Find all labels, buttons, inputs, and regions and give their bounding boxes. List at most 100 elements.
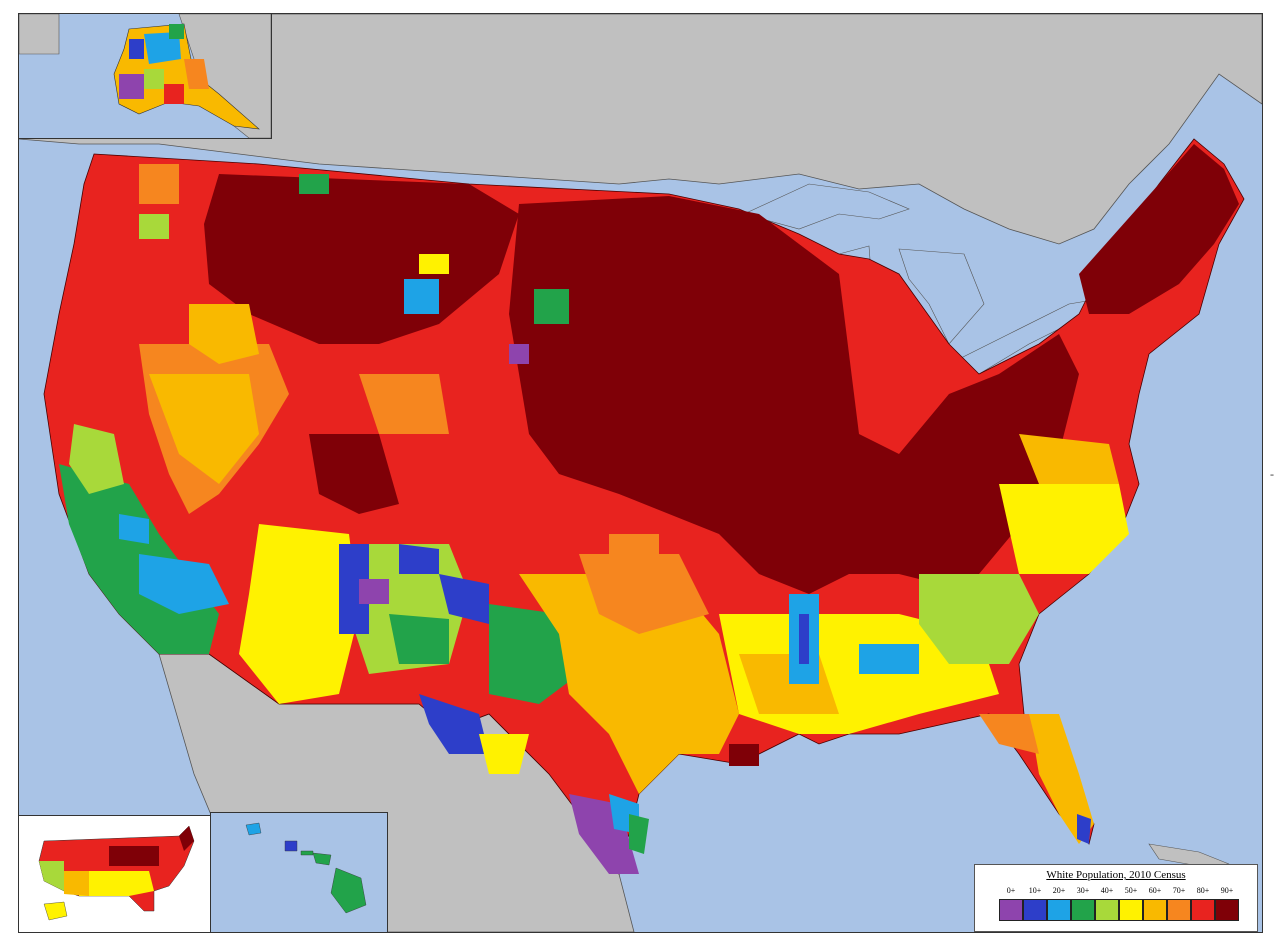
legend-item: 80+ — [1191, 886, 1215, 921]
region-90-utah — [309, 434, 399, 514]
legend-swatch — [999, 899, 1023, 921]
edge-mark: - — [1270, 467, 1274, 481]
legend-label: 70+ — [1172, 886, 1186, 895]
legend-label: 0+ — [1006, 886, 1016, 895]
region-50-tx-bigbend — [479, 734, 529, 774]
choropleth-map — [19, 14, 1262, 932]
region-70-colorado — [359, 374, 449, 434]
region-30-nm — [389, 614, 449, 664]
region-10-nm2 — [439, 574, 489, 624]
legend-item: 60+ — [1143, 886, 1167, 921]
legend-swatch — [1047, 899, 1071, 921]
region-20-central — [119, 514, 149, 544]
region-20-ga — [859, 644, 919, 674]
region-60-florida — [1029, 714, 1094, 844]
region-40-southeast — [919, 574, 1039, 664]
overview-west — [39, 861, 64, 891]
region-50-sd — [419, 254, 449, 274]
hawaii-big-island — [330, 867, 367, 914]
region-60-idaho — [189, 304, 259, 364]
legend-label: 50+ — [1124, 886, 1138, 895]
map-frame — [18, 13, 1263, 933]
lake-superior — [743, 183, 910, 230]
region-0-ne — [509, 344, 529, 364]
alaska-10 — [129, 39, 144, 59]
region-60-nevada — [149, 374, 259, 484]
legend-label: 60+ — [1148, 886, 1162, 895]
region-10-delta — [799, 614, 809, 664]
alaska-20 — [144, 32, 181, 64]
overview-south — [79, 871, 154, 896]
hawaii-inset — [210, 812, 388, 933]
region-30-rio — [629, 814, 649, 854]
legend-title: White Population, 2010 Census — [1046, 869, 1186, 881]
canada-land — [19, 14, 1262, 245]
region-40-wa — [139, 214, 169, 239]
hawaii-maui — [312, 852, 332, 866]
region-50-arizona — [239, 524, 359, 704]
hawaii-map — [245, 822, 367, 914]
region-10-tx-border — [419, 694, 489, 754]
region-90-ne — [1079, 144, 1239, 314]
overview-ne — [179, 826, 194, 851]
alaska-30 — [169, 24, 184, 39]
legend-swatch — [1167, 899, 1191, 921]
legend-swatch — [1095, 899, 1119, 921]
region-50-carolinas — [999, 484, 1129, 574]
legend-label: 20+ — [1052, 886, 1066, 895]
alaska-80 — [164, 84, 184, 104]
legend-label: 80+ — [1196, 886, 1210, 895]
legend-item: 20+ — [1047, 886, 1071, 921]
legend-swatch — [1191, 899, 1215, 921]
us-overview-inset — [18, 815, 212, 933]
region-10-miami — [1077, 814, 1091, 844]
region-70-florida — [979, 714, 1039, 754]
overview-ak — [43, 901, 68, 921]
hawaii-molokai — [300, 850, 314, 856]
legend-item: 50+ — [1119, 886, 1143, 921]
legend-swatch — [1119, 899, 1143, 921]
alaska-70 — [184, 59, 209, 89]
region-30-mt — [299, 174, 329, 194]
overview-sw — [64, 871, 89, 896]
cuba-land — [1148, 843, 1230, 867]
legend-label: 30+ — [1076, 886, 1090, 895]
russia-land — [19, 14, 60, 55]
region-0-nm — [359, 579, 389, 604]
legend-label: 40+ — [1100, 886, 1114, 895]
legend-swatch — [1143, 899, 1167, 921]
alaska-map — [19, 14, 271, 138]
region-20-sd — [404, 279, 439, 314]
region-90-plains — [509, 196, 1079, 594]
region-60-texas — [519, 574, 739, 794]
legend-item: 70+ — [1167, 886, 1191, 921]
us-overview-map — [38, 825, 195, 921]
region-40-calif — [69, 424, 124, 494]
legend-item: 40+ — [1095, 886, 1119, 921]
hawaii-oahu — [284, 840, 298, 852]
region-20-la — [139, 554, 229, 614]
alaska-inset — [18, 13, 272, 139]
legend-item: 10+ — [1023, 886, 1047, 921]
legend-swatch — [1023, 899, 1047, 921]
legend-label: 90+ — [1220, 886, 1234, 895]
legend: White Population, 2010 Census 0+ 10+ 20+ 30… — [974, 864, 1258, 932]
alaska-0 — [119, 74, 144, 99]
legend-item: 0+ — [999, 886, 1023, 921]
alaska-40 — [144, 69, 164, 89]
region-70-ok — [609, 534, 659, 574]
region-10-navajo — [339, 544, 369, 634]
region-90-north — [204, 174, 519, 344]
legend-swatch — [1215, 899, 1239, 921]
legend-swatch — [1071, 899, 1095, 921]
legend-label: 10+ — [1028, 886, 1042, 895]
overview-mw — [109, 846, 159, 866]
legend-item: 90+ — [1215, 886, 1239, 921]
region-30-sd — [534, 289, 569, 324]
legend-item: 30+ — [1071, 886, 1095, 921]
region-10-nm — [399, 544, 439, 574]
region-60-va — [1019, 434, 1119, 484]
hawaii-kauai — [245, 822, 262, 836]
region-60-wa — [139, 164, 179, 204]
region-90-la — [729, 744, 759, 766]
